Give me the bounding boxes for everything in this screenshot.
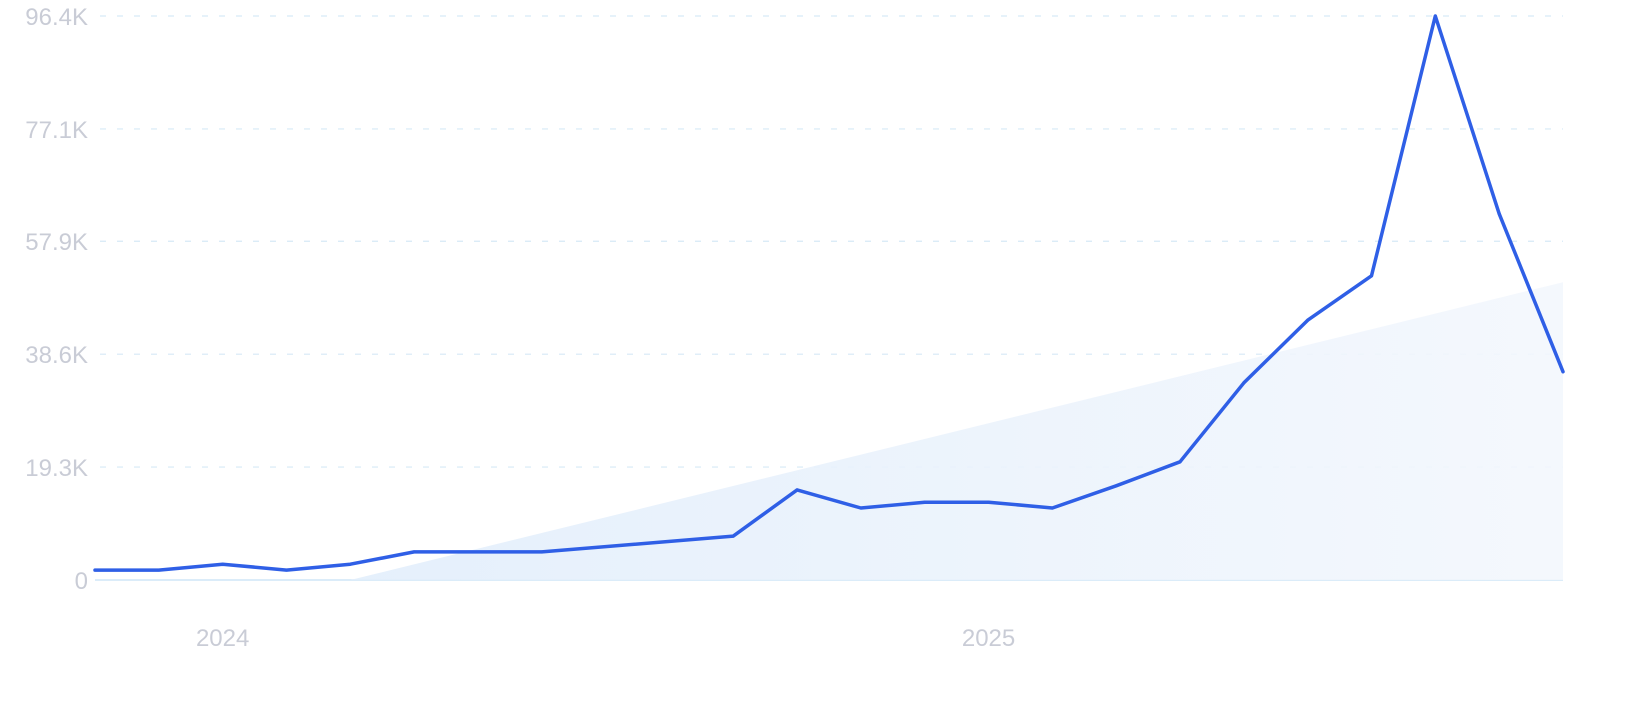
data-point [284, 568, 288, 572]
data-point [93, 568, 97, 572]
y-axis-labels: 0 19.3K 38.6K 57.9K 77.1K 96.4K [25, 4, 88, 595]
data-point [157, 568, 161, 572]
x-tick-label: 2025 [962, 625, 1015, 652]
data-point [1497, 212, 1501, 216]
data-point [795, 488, 799, 492]
y-tick-label: 77.1K [25, 117, 88, 144]
y-tick-label: 38.6K [25, 342, 88, 369]
data-point [859, 506, 863, 510]
trend-area-shape [350, 282, 1564, 580]
data-point [1561, 370, 1565, 374]
data-point [1242, 381, 1246, 385]
data-point [1370, 274, 1374, 278]
data-point [1050, 506, 1054, 510]
data-point [221, 562, 225, 566]
x-tick-label: 2024 [196, 625, 249, 652]
data-point [1178, 460, 1182, 464]
y-tick-label: 19.3K [25, 455, 88, 482]
trend-area [350, 282, 1564, 580]
data-point [348, 562, 352, 566]
data-point [1306, 318, 1310, 322]
data-point [412, 550, 416, 554]
data-point [1433, 14, 1437, 18]
data-point [987, 500, 991, 504]
data-point [923, 500, 927, 504]
y-tick-label: 57.9K [25, 229, 88, 256]
data-point [540, 550, 544, 554]
data-point [1114, 484, 1118, 488]
y-tick-label: 0 [75, 568, 88, 595]
data-point [731, 534, 735, 538]
series-lines [93, 14, 1565, 572]
y-tick-label: 96.4K [25, 4, 88, 31]
x-axis-labels: 2024 2025 [196, 625, 1015, 652]
